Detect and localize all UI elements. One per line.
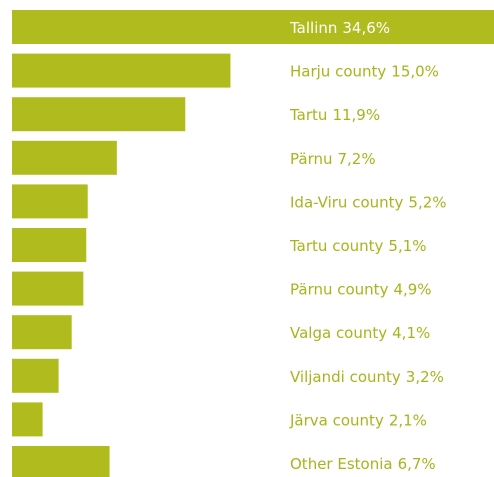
category-label: Tallinn	[289, 19, 337, 37]
value-label: 15,0%	[391, 62, 439, 80]
category-label: Harju county	[290, 62, 386, 80]
value-label: 4,1%	[392, 324, 430, 342]
bar-label: Tartu 11,9%	[289, 106, 380, 124]
value-label: 5,1%	[388, 237, 426, 255]
value-label: 4,9%	[393, 280, 431, 298]
value-label: 11,9%	[332, 106, 380, 124]
bar	[12, 53, 231, 88]
bar	[12, 358, 59, 393]
category-label: Tartu county	[289, 237, 384, 255]
bar	[12, 446, 110, 477]
category-label: Pärnu county	[290, 280, 389, 298]
bar	[12, 10, 494, 44]
value-label: 6,7%	[398, 455, 436, 473]
category-label: Ida-Viru county	[290, 193, 404, 211]
bar	[12, 228, 87, 262]
bar-label: Tallinn 34,6%	[289, 19, 390, 37]
bar-label: Harju county 15,0%	[290, 62, 439, 80]
bar-label: Ida-Viru county 5,2%	[290, 193, 447, 211]
bar	[12, 402, 43, 437]
bar-label: Pärnu 7,2%	[290, 149, 376, 167]
bar	[12, 97, 186, 132]
bar-label: Valga county 4,1%	[290, 324, 430, 342]
bar	[12, 315, 72, 350]
bar	[12, 271, 84, 306]
value-label: 7,2%	[337, 149, 375, 167]
category-label: Pärnu	[290, 149, 332, 167]
category-label: Järva county	[289, 411, 384, 429]
value-label: 5,2%	[408, 193, 446, 211]
bar-label: Järva county 2,1%	[289, 411, 427, 429]
value-label: 2,1%	[389, 411, 427, 429]
value-label: 34,6%	[342, 19, 390, 37]
category-label: Tartu	[289, 106, 327, 124]
category-label: Valga county	[290, 324, 387, 342]
bar-label: Viljandi county 3,2%	[290, 367, 444, 385]
bar	[12, 184, 88, 219]
bar-label: Pärnu county 4,9%	[290, 280, 432, 298]
category-label: Viljandi county	[290, 367, 401, 385]
bar	[12, 140, 117, 175]
value-label: 3,2%	[406, 367, 444, 385]
bar-label: Other Estonia 6,7%	[290, 455, 436, 473]
bar-label: Tartu county 5,1%	[289, 237, 427, 255]
category-label: Other Estonia	[290, 455, 393, 473]
